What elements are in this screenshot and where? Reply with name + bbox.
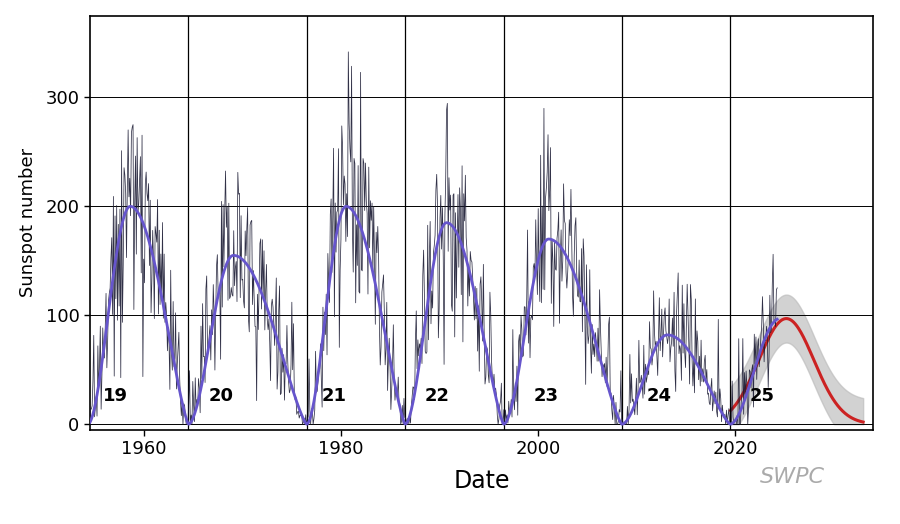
Text: 24: 24 bbox=[646, 387, 671, 405]
Text: 22: 22 bbox=[425, 387, 450, 405]
X-axis label: Date: Date bbox=[454, 469, 509, 493]
Y-axis label: Sunspot number: Sunspot number bbox=[19, 148, 37, 297]
Text: 20: 20 bbox=[208, 387, 233, 405]
Text: 23: 23 bbox=[533, 387, 558, 405]
Text: 21: 21 bbox=[321, 387, 347, 405]
Text: 19: 19 bbox=[103, 387, 128, 405]
Text: 25: 25 bbox=[750, 387, 775, 405]
Text: SWPC: SWPC bbox=[760, 467, 824, 487]
